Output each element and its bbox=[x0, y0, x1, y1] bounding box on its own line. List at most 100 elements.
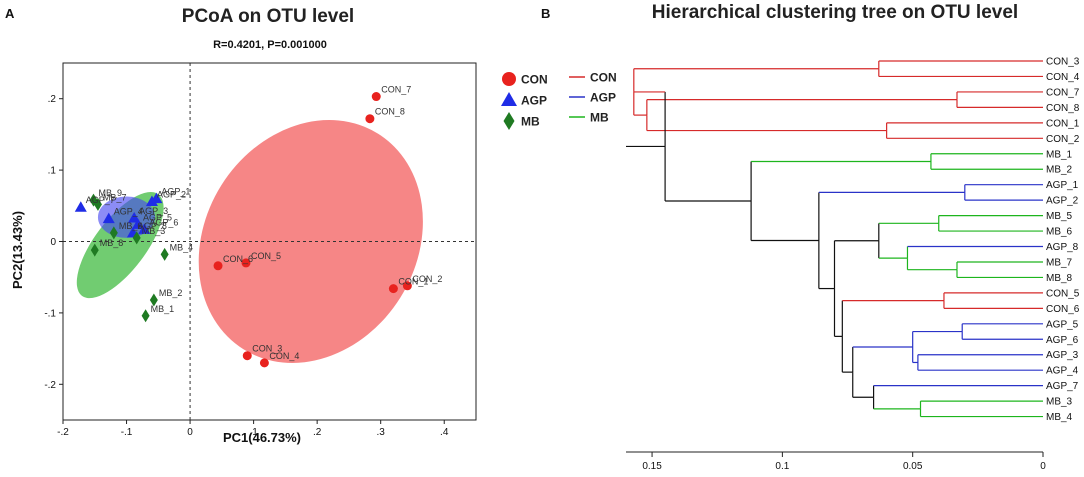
y-tick-label: .2 bbox=[48, 94, 57, 105]
x-tick-label: .1 bbox=[249, 427, 258, 438]
dendrogram-legend: CON AGP MB bbox=[569, 71, 617, 125]
point-label-agp_6: AGP_6 bbox=[149, 217, 178, 227]
x-tick-label: -.2 bbox=[57, 427, 69, 438]
leaf-label-agp_3: AGP_3 bbox=[1046, 350, 1079, 361]
pcoa-axes: -.2 -.1 0 .1 .2 .3 .4 -.2 -.1 0 .1 .2 bbox=[44, 62, 477, 438]
leaf-label-mb_2: MB_2 bbox=[1046, 165, 1073, 176]
leaf-label-con_7: CON_7 bbox=[1046, 87, 1080, 98]
leaf-label-con_2: CON_2 bbox=[1046, 134, 1080, 145]
point-label-con_2: CON_2 bbox=[412, 274, 442, 284]
x-tick-label: .2 bbox=[313, 427, 322, 438]
x-tick-label: -.1 bbox=[121, 427, 133, 438]
point-label-mb_4: MB_4 bbox=[170, 242, 194, 252]
point-mb_2 bbox=[149, 293, 158, 307]
point-mb_3 bbox=[132, 231, 141, 245]
point-label-mb_3: MB_3 bbox=[142, 226, 166, 236]
dendro-legend-label-mb: MB bbox=[590, 111, 609, 125]
point-label-agp_7: AGP_7 bbox=[86, 195, 115, 205]
leaf-label-agp_5: AGP_5 bbox=[1046, 319, 1079, 330]
point-label-con_7: CON_7 bbox=[381, 85, 411, 95]
y-tick-label: .1 bbox=[48, 166, 57, 177]
leaf-label-agp_4: AGP_4 bbox=[1046, 366, 1079, 377]
dendrogram-panel: B Hierarchical clustering tree on OTU le… bbox=[541, 2, 1080, 472]
leaf-label-con_8: CON_8 bbox=[1046, 103, 1080, 114]
point-label-agp_1: AGP_1 bbox=[161, 187, 190, 197]
x-tick-label: 0 bbox=[187, 427, 193, 438]
point-agp_5 bbox=[131, 218, 144, 229]
point-label-mb_8: MB_8 bbox=[100, 238, 124, 248]
panel-a-label: A bbox=[5, 6, 15, 21]
point-mb_7 bbox=[93, 197, 102, 211]
leaf-label-agp_1: AGP_1 bbox=[1046, 180, 1079, 191]
point-label-mb_1: MB_1 bbox=[151, 304, 175, 314]
legend-label-con: CON bbox=[521, 73, 548, 87]
point-con_2 bbox=[402, 281, 412, 291]
leaf-label-mb_5: MB_5 bbox=[1046, 211, 1073, 222]
point-agp_4 bbox=[102, 212, 115, 224]
leaf-label-agp_7: AGP_7 bbox=[1046, 381, 1079, 392]
point-label-mb_9: MB_9 bbox=[98, 188, 122, 198]
legend-label-agp: AGP bbox=[521, 94, 547, 108]
point-label-agp_8: AGP_8 bbox=[138, 221, 167, 231]
dendrogram-leaf-labels: CON_3 CON_4 CON_7 CON_8 CON_1 CON_2 MB_1 MB_2 AG… bbox=[1046, 57, 1080, 424]
point-mb_8 bbox=[90, 243, 99, 257]
leaf-label-agp_6: AGP_6 bbox=[1046, 335, 1079, 346]
point-agp_2 bbox=[145, 195, 158, 207]
point-label-agp_4: AGP_4 bbox=[114, 207, 143, 217]
legend-marker-con bbox=[502, 72, 516, 86]
dendrogram-tree bbox=[626, 60, 1043, 418]
point-label-con_5: CON_5 bbox=[251, 251, 281, 261]
dendrogram-tick-label: 0.05 bbox=[903, 461, 923, 472]
legend-label-mb: MB bbox=[521, 115, 540, 129]
pcoa-panel: A PCoA on OTU level R=0.4201, P=0.001000… bbox=[5, 6, 548, 445]
leaf-label-agp_2: AGP_2 bbox=[1046, 196, 1079, 207]
leaf-label-con_1: CON_1 bbox=[1046, 118, 1080, 129]
point-agp_7 bbox=[74, 201, 87, 212]
leaf-label-con_4: CON_4 bbox=[1046, 72, 1080, 83]
leaf-label-mb_6: MB_6 bbox=[1046, 227, 1073, 238]
leaf-label-mb_4: MB_4 bbox=[1046, 412, 1073, 423]
dendrogram-tick-label: 0.15 bbox=[642, 461, 662, 472]
point-label-mb_2: MB_2 bbox=[159, 288, 183, 298]
legend-marker-agp bbox=[501, 92, 517, 106]
point-con_8 bbox=[365, 114, 375, 124]
point-con_6 bbox=[213, 261, 223, 271]
point-label-agp_2: AGP_2 bbox=[157, 190, 186, 200]
point-label-mb_7: MB_7 bbox=[103, 192, 127, 202]
x-tick-label: .4 bbox=[440, 427, 449, 438]
point-agp_6 bbox=[138, 223, 151, 234]
pcoa-legend: CON AGP MB bbox=[501, 72, 548, 130]
point-label-con_8: CON_8 bbox=[375, 107, 405, 117]
panel-b-label: B bbox=[541, 6, 550, 21]
point-label-con_4: CON_4 bbox=[269, 351, 299, 361]
point-con_1 bbox=[388, 284, 398, 294]
dendro-legend-label-con: CON bbox=[590, 71, 617, 85]
pcoa-subtitle: R=0.4201, P=0.001000 bbox=[213, 39, 327, 51]
point-con_4 bbox=[259, 358, 269, 368]
y-tick-label: -.1 bbox=[44, 308, 56, 319]
leaf-label-mb_3: MB_3 bbox=[1046, 397, 1073, 408]
y-tick-label: -.2 bbox=[44, 380, 56, 391]
pcoa-xlabel: PC1(46.73%) bbox=[223, 430, 301, 445]
point-label-mb_6: MB_6 bbox=[119, 221, 143, 231]
point-mb_6 bbox=[109, 226, 118, 240]
pcoa-ylabel: PC2(13.43%) bbox=[10, 211, 25, 289]
point-mb_1 bbox=[141, 309, 150, 323]
leaf-label-mb_1: MB_1 bbox=[1046, 149, 1073, 160]
dendrogram-title: Hierarchical clustering tree on OTU leve… bbox=[652, 2, 1018, 23]
leaf-label-mb_8: MB_8 bbox=[1046, 273, 1073, 284]
leaf-label-mb_7: MB_7 bbox=[1046, 257, 1073, 268]
leaf-label-con_6: CON_6 bbox=[1046, 304, 1080, 315]
point-label-con_3: CON_3 bbox=[252, 344, 282, 354]
point-mb_4 bbox=[160, 247, 169, 261]
dendrogram-tick-label: 0.1 bbox=[775, 461, 789, 472]
dendro-legend-label-agp: AGP bbox=[590, 91, 616, 105]
pcoa-guides bbox=[63, 63, 476, 420]
point-con_5 bbox=[241, 258, 251, 268]
pcoa-points bbox=[74, 92, 412, 368]
dendrogram-axis: 0.15 0.1 0.05 0 bbox=[626, 451, 1046, 472]
y-tick-label: 0 bbox=[50, 237, 56, 248]
point-label-agp_3: AGP_3 bbox=[139, 206, 168, 216]
x-tick-label: .3 bbox=[377, 427, 386, 438]
